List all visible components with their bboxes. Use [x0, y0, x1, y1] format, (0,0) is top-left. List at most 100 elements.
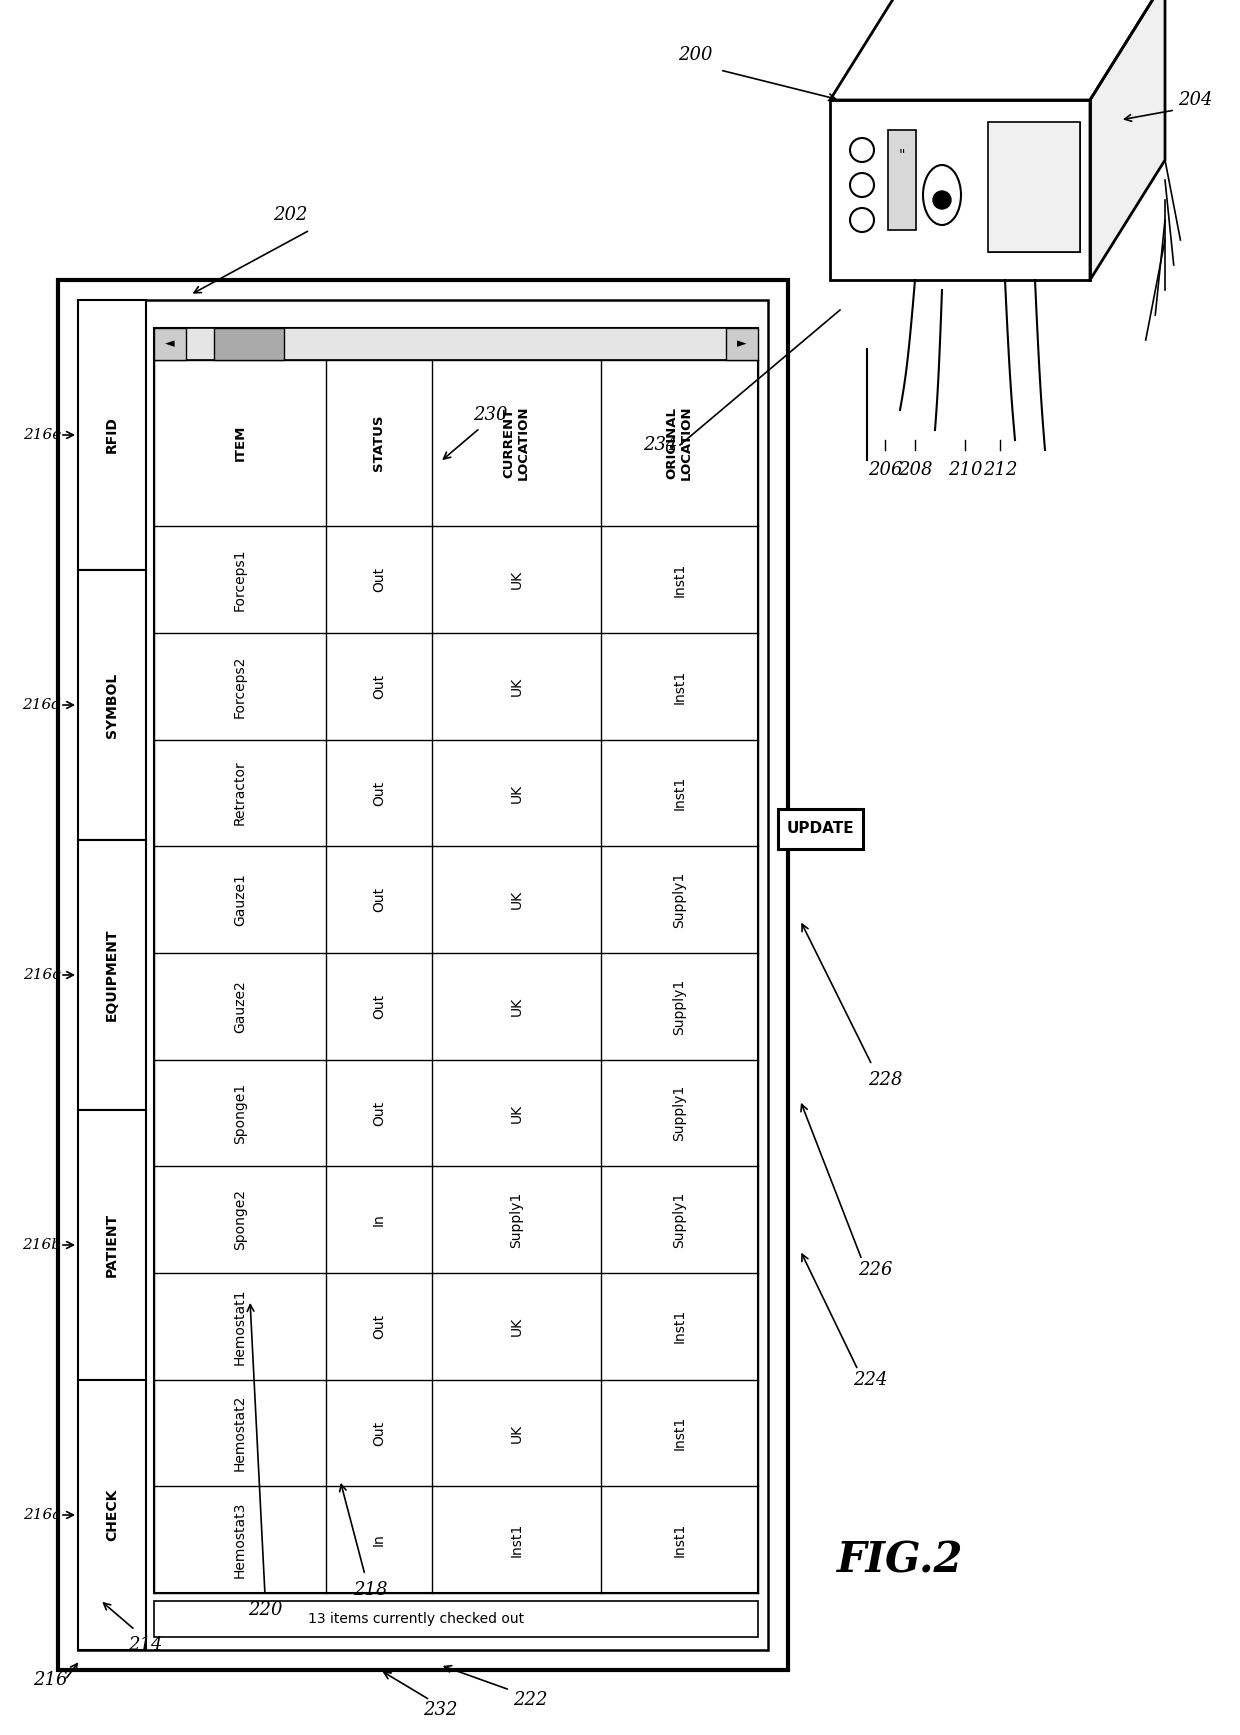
Text: UK: UK: [510, 1317, 523, 1336]
Text: Out: Out: [372, 1313, 386, 1339]
Text: Supply1: Supply1: [672, 871, 687, 928]
Text: Hemostat2: Hemostat2: [233, 1395, 247, 1471]
Text: 234: 234: [642, 435, 677, 455]
Text: Inst1: Inst1: [510, 1523, 523, 1556]
Text: UK: UK: [510, 1103, 523, 1123]
Text: Gauze2: Gauze2: [233, 980, 247, 1032]
Bar: [78, 300, 146, 571]
Text: ►: ►: [738, 338, 746, 350]
Ellipse shape: [923, 165, 961, 226]
Text: Inst1: Inst1: [672, 1310, 687, 1343]
Text: 228: 228: [868, 1070, 903, 1090]
Bar: [78, 571, 146, 840]
Text: Supply1: Supply1: [672, 1192, 687, 1247]
Text: UK: UK: [510, 1423, 523, 1442]
Text: PATIENT: PATIENT: [105, 1213, 119, 1277]
Text: UK: UK: [510, 677, 523, 696]
Text: Out: Out: [372, 673, 386, 699]
Circle shape: [932, 191, 951, 208]
Text: Supply1: Supply1: [510, 1192, 523, 1247]
Bar: [58, 279, 787, 1671]
Text: Out: Out: [372, 1421, 386, 1445]
Text: 216b: 216b: [22, 1239, 62, 1253]
Text: UPDATE: UPDATE: [786, 821, 854, 836]
Text: Inst1: Inst1: [672, 776, 687, 810]
Text: Supply1: Supply1: [672, 1084, 687, 1142]
Bar: [154, 328, 758, 1593]
Text: 230: 230: [472, 406, 507, 423]
Text: 222: 222: [513, 1692, 547, 1709]
Bar: [725, 328, 758, 359]
Text: 214: 214: [128, 1636, 162, 1653]
Circle shape: [849, 208, 874, 232]
Text: 216: 216: [32, 1671, 67, 1688]
Text: Out: Out: [372, 567, 386, 592]
Text: FIG.2: FIG.2: [837, 1539, 963, 1581]
Bar: [154, 1601, 758, 1638]
Polygon shape: [830, 0, 1166, 101]
Text: 226: 226: [858, 1261, 893, 1279]
Text: Sponge2: Sponge2: [233, 1188, 247, 1251]
Text: 200: 200: [678, 47, 712, 64]
Text: 218: 218: [352, 1581, 387, 1600]
Text: Out: Out: [372, 1100, 386, 1126]
Text: 202: 202: [273, 206, 308, 224]
Text: 224: 224: [853, 1371, 888, 1390]
Text: UK: UK: [510, 571, 523, 590]
Bar: [154, 328, 758, 359]
Bar: [777, 809, 863, 848]
Polygon shape: [1090, 0, 1166, 279]
Text: Inst1: Inst1: [672, 1523, 687, 1556]
Text: Out: Out: [372, 781, 386, 805]
Bar: [78, 840, 146, 1110]
Text: UK: UK: [510, 890, 523, 909]
Text: ": ": [899, 147, 905, 161]
Circle shape: [849, 139, 874, 161]
Text: 216e: 216e: [22, 429, 61, 442]
Text: SYMBOL: SYMBOL: [105, 673, 119, 737]
Text: Inst1: Inst1: [672, 562, 687, 597]
Text: Sponge1: Sponge1: [233, 1083, 247, 1143]
Text: ◄: ◄: [165, 338, 175, 350]
Text: UK: UK: [510, 784, 523, 803]
Text: CURRENT
LOCATION: CURRENT LOCATION: [502, 406, 531, 481]
Text: Supply1: Supply1: [672, 979, 687, 1034]
Bar: [830, 101, 1090, 279]
Text: EQUIPMENT: EQUIPMENT: [105, 928, 119, 1022]
Bar: [215, 328, 284, 359]
Text: 206: 206: [868, 462, 903, 479]
Text: RFID: RFID: [105, 416, 119, 453]
Text: 210: 210: [947, 462, 982, 479]
Text: 216c: 216c: [24, 968, 61, 982]
Text: Forceps2: Forceps2: [233, 656, 247, 718]
Text: 212: 212: [983, 462, 1017, 479]
Text: Hemostat1: Hemostat1: [233, 1287, 247, 1365]
Text: STATUS: STATUS: [372, 415, 386, 472]
Text: UK: UK: [510, 998, 523, 1017]
Text: Gauze1: Gauze1: [233, 873, 247, 926]
Text: Inst1: Inst1: [672, 670, 687, 704]
Circle shape: [849, 174, 874, 198]
Bar: [888, 130, 916, 231]
Bar: [988, 121, 1080, 252]
Text: 232: 232: [423, 1700, 458, 1719]
Text: Retractor: Retractor: [233, 760, 247, 826]
Text: 216d: 216d: [22, 697, 62, 711]
Text: In: In: [372, 1534, 386, 1546]
Text: ITEM: ITEM: [233, 425, 247, 462]
Text: ORIGINAL
LOCATION: ORIGINAL LOCATION: [666, 406, 693, 481]
Text: 204: 204: [1178, 90, 1213, 109]
Text: Forceps1: Forceps1: [233, 548, 247, 611]
Text: In: In: [372, 1213, 386, 1227]
Text: 13 items currently checked out: 13 items currently checked out: [308, 1612, 525, 1626]
Bar: [78, 300, 768, 1650]
Text: Out: Out: [372, 887, 386, 913]
Text: Out: Out: [372, 994, 386, 1018]
Bar: [154, 328, 186, 359]
Text: Inst1: Inst1: [672, 1416, 687, 1450]
Text: 208: 208: [898, 462, 932, 479]
Text: 220: 220: [248, 1601, 283, 1619]
Bar: [78, 1379, 146, 1650]
Bar: [78, 1110, 146, 1379]
Text: CHECK: CHECK: [105, 1489, 119, 1541]
